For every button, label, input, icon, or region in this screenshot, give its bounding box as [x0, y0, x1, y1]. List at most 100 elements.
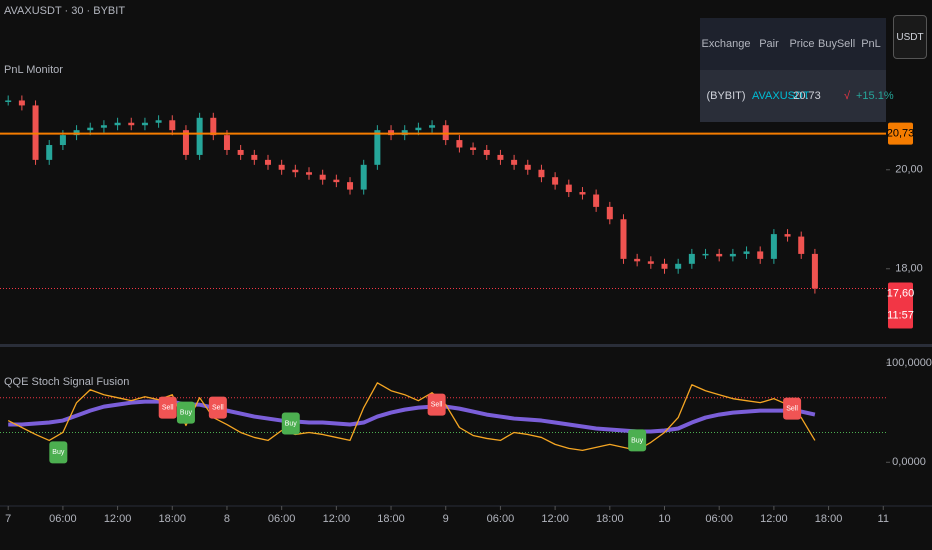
signal-badge: [783, 397, 802, 420]
oscillator-title: QQE Stoch Signal Fusion: [4, 376, 130, 388]
candle: [702, 253, 709, 256]
oscillator-line: [7, 382, 816, 452]
x-tick-label: 18:00: [159, 513, 187, 525]
currency-button[interactable]: USDT: [893, 15, 927, 59]
x-tick-label: 06:00: [705, 513, 733, 525]
candle: [743, 251, 750, 254]
candle: [716, 253, 723, 257]
signal-badge: [628, 429, 647, 452]
entry-price-label: 20,73: [887, 128, 915, 140]
candle: [497, 154, 504, 160]
candle: [470, 147, 477, 150]
candle: [811, 253, 818, 289]
col-header: PnL: [861, 38, 881, 50]
candle: [46, 145, 53, 160]
x-tick-label: 06:00: [487, 513, 515, 525]
x-tick-label: 9: [443, 513, 449, 525]
y-tick-label: 18,00: [895, 263, 923, 275]
candle: [729, 253, 736, 257]
candle: [237, 149, 244, 155]
y-tick-label: 100,0000: [886, 357, 932, 369]
col-header: Buy: [818, 38, 837, 50]
candle: [429, 125, 436, 128]
symbol-title: AVAXUSDT · 30 · BYBIT: [4, 5, 126, 17]
candle: [59, 135, 66, 146]
x-tick-label: 11: [878, 513, 889, 525]
candle: [620, 219, 627, 259]
signal-label: Buy: [631, 437, 644, 444]
signal-badge: [176, 401, 195, 424]
entry-price-badge: [888, 122, 913, 145]
table-row: (BYBIT) AVAXUSDT 20.73 √ +15.1%: [700, 70, 894, 122]
y-tick-label: 0,0000: [892, 456, 926, 468]
candle: [483, 149, 490, 155]
candle: [675, 263, 682, 269]
countdown-label: 11:57: [887, 309, 914, 321]
x-tick-label: 12:00: [760, 513, 788, 525]
signal-label: Sell: [431, 401, 443, 408]
candle: [87, 127, 94, 131]
candle: [169, 120, 176, 131]
candle: [565, 184, 572, 193]
candle: [278, 164, 285, 170]
x-tick-label: 06:00: [49, 513, 77, 525]
candle: [524, 164, 531, 170]
candle: [784, 234, 791, 237]
candle: [333, 179, 340, 183]
signal-label: Sell: [162, 404, 174, 411]
cell-sell: √: [843, 90, 851, 102]
candle: [306, 172, 313, 175]
signal-label: Buy: [180, 409, 193, 416]
candle: [264, 159, 271, 165]
candle: [415, 127, 422, 131]
candle: [757, 251, 764, 259]
pane-separator: [0, 344, 932, 347]
candle: [347, 182, 354, 190]
signal-badge: [281, 412, 300, 435]
candle: [128, 122, 135, 126]
indicator-title: PnL Monitor: [4, 64, 63, 76]
candle: [770, 234, 777, 259]
cell-pnl: +15.1%: [856, 90, 894, 102]
x-tick-label: 12:00: [541, 513, 569, 525]
candle: [552, 177, 559, 185]
signal-label: Sell: [212, 404, 224, 411]
candle: [100, 125, 107, 128]
x-tick-label: 18:00: [377, 513, 405, 525]
candle: [210, 117, 217, 136]
candle: [511, 159, 518, 165]
cell-exchange: (BYBIT): [706, 90, 746, 102]
candle: [18, 100, 25, 106]
x-tick-label: 8: [224, 513, 230, 525]
x-tick-label: 12:00: [104, 513, 132, 525]
col-header: Exchange: [701, 38, 751, 50]
x-tick-label: 18:00: [815, 513, 843, 525]
candle: [155, 120, 162, 123]
signal-badge: [208, 396, 227, 419]
candle: [661, 263, 668, 269]
signal-badge: [427, 393, 446, 416]
x-tick-label: 7: [5, 513, 11, 525]
candle: [593, 194, 600, 207]
candle: [114, 122, 121, 126]
candle: [251, 154, 258, 160]
col-header: Price: [789, 38, 815, 50]
candle: [374, 130, 381, 165]
table-header: Exchange Pair Price Buy Sell PnL: [700, 18, 886, 70]
pnl-table: Exchange Pair Price Buy Sell PnL (BYBIT)…: [700, 18, 894, 122]
candle: [360, 164, 367, 190]
candle: [292, 169, 299, 173]
signal-label: Sell: [786, 405, 798, 412]
candle: [319, 174, 326, 180]
oscillator-line: [8, 399, 816, 434]
candle: [647, 261, 654, 264]
candle: [223, 135, 230, 150]
candle: [196, 117, 203, 155]
cell-price: 20.73: [793, 90, 821, 102]
x-tick-label: 18:00: [596, 513, 624, 525]
x-tick-label: 06:00: [268, 513, 296, 525]
candle: [606, 206, 613, 220]
candle: [456, 140, 463, 148]
candle: [5, 100, 12, 102]
